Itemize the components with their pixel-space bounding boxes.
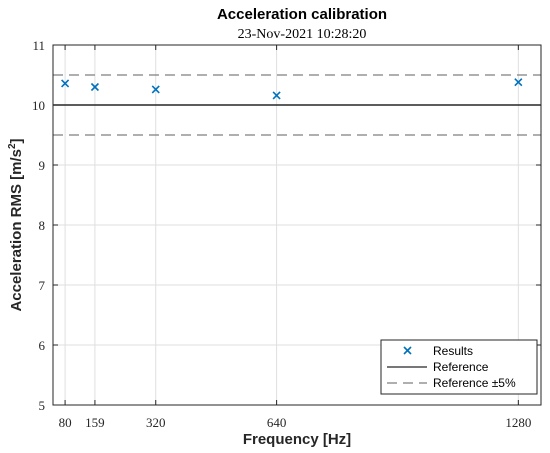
x-axis-label: Frequency [Hz] [243, 431, 351, 448]
legend-results-symbol [403, 346, 412, 355]
x-tick-label: 320 [146, 415, 166, 430]
result-point [151, 85, 160, 94]
legend-reference-label: Reference [433, 360, 489, 374]
result-point [61, 79, 70, 88]
legend-results-label: Results [433, 344, 473, 358]
y-tick-label: 8 [39, 218, 46, 233]
y-tick-label: 10 [32, 98, 45, 113]
legend-reference-tolerance-label: Reference ±5% [433, 376, 516, 390]
y-tick-label: 11 [32, 38, 45, 53]
x-tick-label: 80 [59, 415, 72, 430]
legend: Results Reference Reference ±5% [380, 339, 538, 395]
result-point [514, 78, 523, 87]
result-point [90, 82, 99, 92]
results-markers [61, 78, 523, 100]
x-tick-label: 1280 [505, 415, 531, 430]
chart-title: Acceleration calibration [217, 6, 387, 23]
reference-lines [53, 74, 541, 136]
x-tick-label: 159 [85, 415, 105, 430]
result-point [272, 91, 281, 100]
chart-subtitle: 23-Nov-2021 10:28:20 [238, 27, 367, 42]
y-tick-label: 5 [39, 398, 46, 413]
y-axis-label: Acceleration RMS [m/s2] [7, 138, 25, 311]
x-tick-label: 640 [267, 415, 287, 430]
axis-ticks: 80 159 320 640 1280 5 6 7 8 9 10 11 [32, 38, 541, 430]
y-tick-label: 7 [39, 278, 46, 293]
y-tick-label: 9 [39, 158, 46, 173]
y-tick-label: 6 [39, 338, 46, 353]
